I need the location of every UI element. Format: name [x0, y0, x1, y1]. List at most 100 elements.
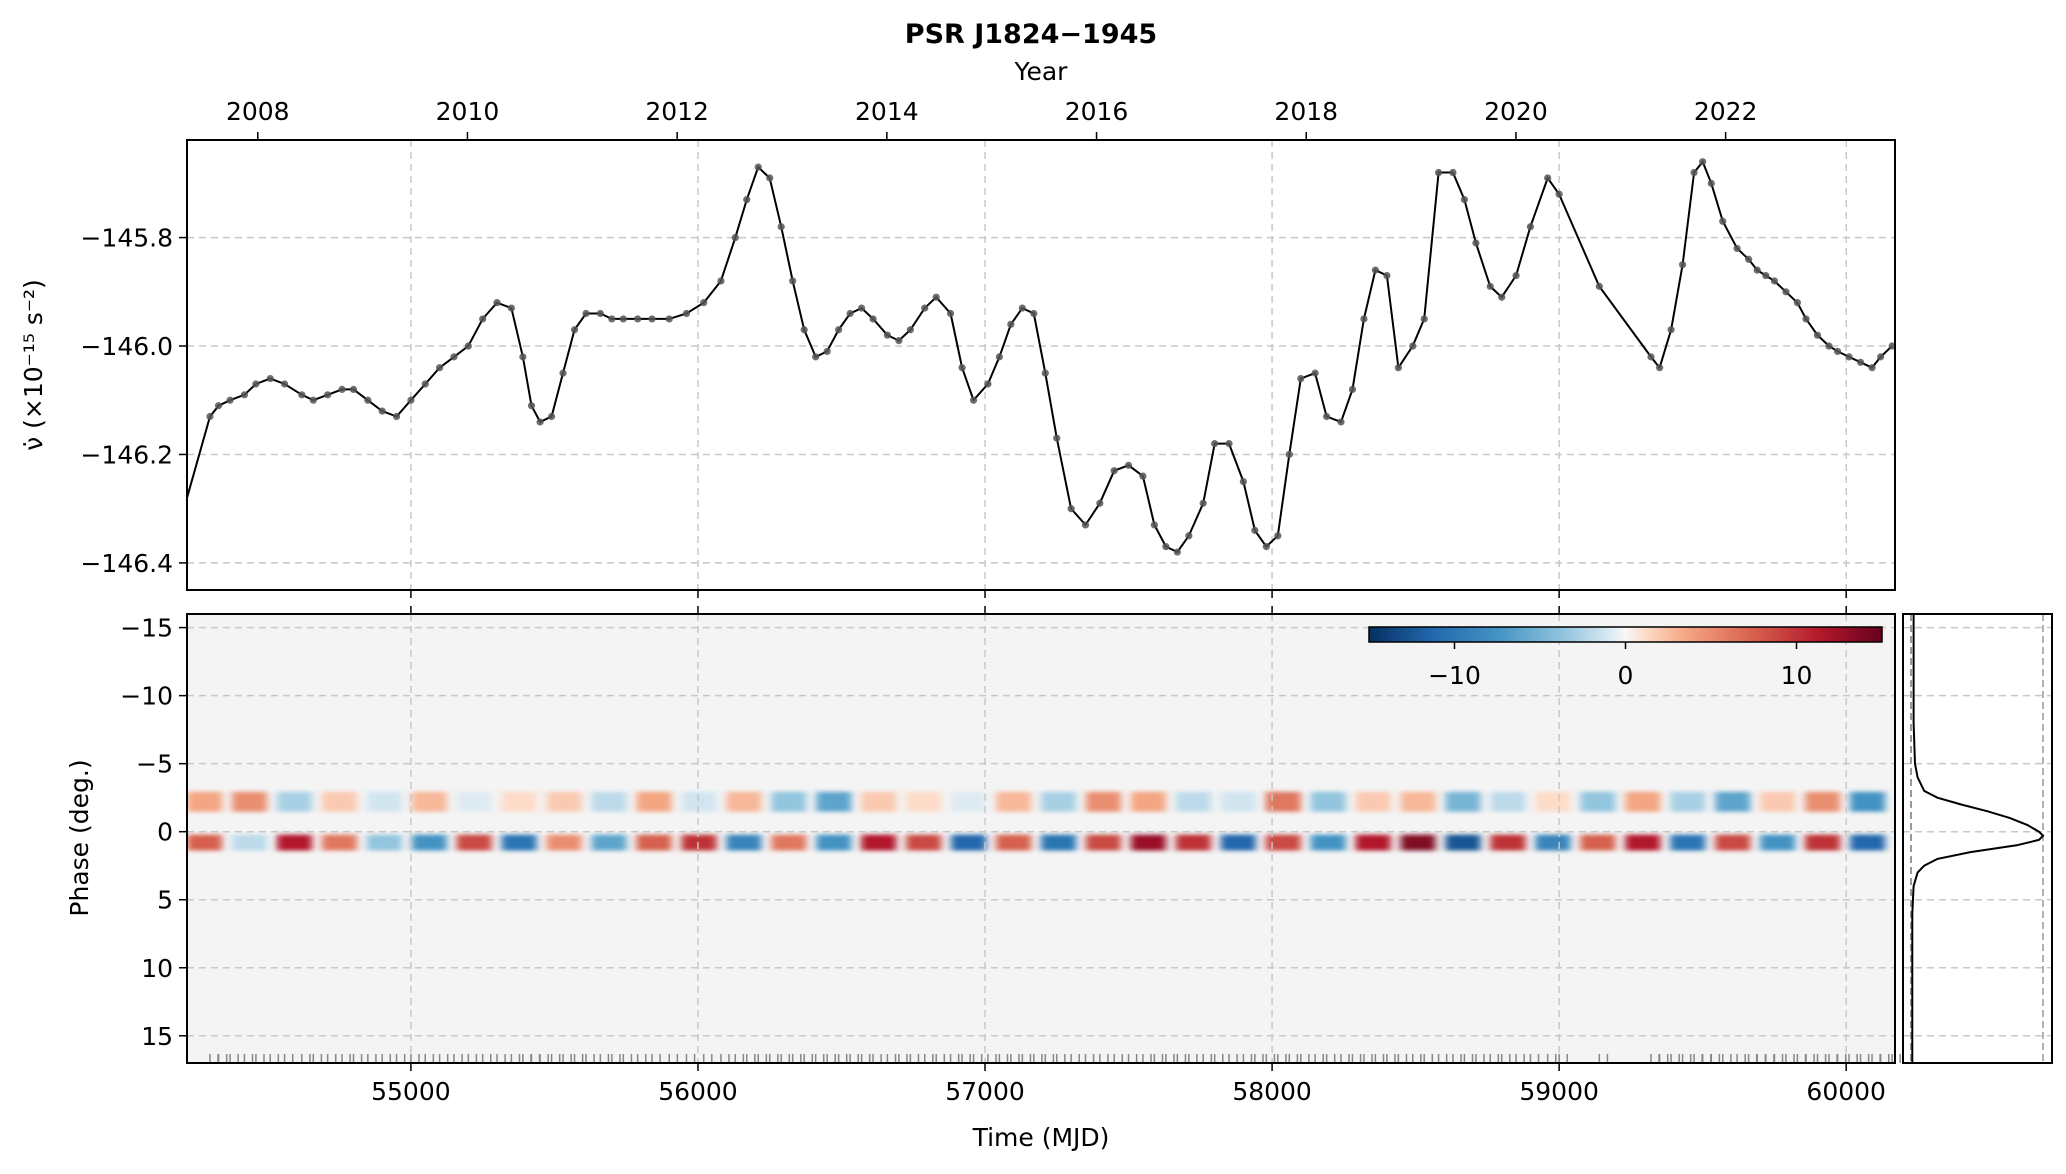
colorbar: −10 0 10	[1368, 626, 1883, 690]
spin-down-point	[392, 412, 401, 421]
spin-down-point	[214, 402, 223, 410]
heatmap-cell	[771, 791, 807, 812]
spin-down-point	[407, 396, 415, 404]
top-panel-y-ticks: −145.8 −146.0 −146.2 −146.4	[80, 224, 187, 578]
heatmap-cell	[816, 834, 852, 851]
colorbar-ticks: −10 0 10	[1428, 642, 1812, 690]
spin-down-point	[1041, 369, 1049, 377]
spin-down-point	[1856, 358, 1865, 366]
spin-down-point	[421, 380, 429, 388]
heatmap-cell	[1175, 791, 1211, 812]
spin-down-point	[378, 407, 386, 415]
spin-down-point	[1486, 282, 1494, 290]
heatmap-band	[187, 834, 1886, 851]
spin-down-point	[1753, 266, 1761, 274]
heatmap-cell	[411, 834, 447, 851]
spin-down-point	[1124, 461, 1133, 469]
year-tick-label: 2008	[226, 97, 290, 126]
spin-down-point	[946, 309, 955, 318]
spin-down-point	[754, 163, 762, 171]
spin-down-point	[1173, 548, 1181, 556]
heatmap-cell	[411, 791, 447, 812]
spin-down-point	[519, 353, 527, 361]
spin-down-point	[527, 402, 536, 410]
top-axis-label: Year	[1014, 57, 1069, 86]
heat-x-tick-label: 58000	[1232, 1077, 1312, 1106]
spin-down-point	[777, 223, 785, 231]
heatmap-cell	[321, 791, 357, 812]
heatmap-cell	[1310, 791, 1346, 812]
spin-down-point	[789, 277, 797, 285]
heatmap-cell	[1760, 834, 1796, 851]
heatmap-cell	[1355, 791, 1391, 812]
heatmap-cell	[1130, 834, 1166, 851]
spin-down-point	[869, 315, 877, 323]
spin-down-point	[717, 277, 725, 285]
spin-down-point	[1762, 271, 1770, 280]
spin-down-point	[1793, 299, 1801, 307]
spin-down-point	[857, 304, 866, 312]
spin-down-point	[1544, 174, 1552, 182]
heatmap-cell	[1805, 834, 1841, 851]
observation-rug	[209, 1054, 1901, 1063]
spin-down-point	[1110, 467, 1118, 475]
colorbar-tick-label: 0	[1618, 661, 1634, 690]
spin-down-point	[883, 331, 892, 339]
heatmap-cell	[1535, 834, 1571, 851]
spin-down-point	[634, 315, 642, 323]
heatmap-frame	[186, 613, 1896, 1064]
spin-down-point	[1007, 320, 1015, 328]
heatmap-cell	[1355, 834, 1391, 851]
spin-down-point	[547, 412, 556, 421]
spin-down-point	[252, 380, 260, 388]
spin-down-point	[507, 304, 515, 312]
heatmap-cell	[996, 834, 1032, 851]
heatmap-cell	[591, 834, 627, 851]
heatmap-cell	[681, 834, 717, 851]
spin-down-point	[596, 309, 604, 318]
spin-down-point	[536, 418, 544, 426]
heatmap-cell	[187, 791, 223, 812]
chart-title: PSR J1824−1945	[905, 19, 1157, 50]
spin-down-point	[1512, 271, 1520, 280]
heatmap-cell	[1085, 791, 1122, 812]
spin-down-point	[665, 315, 673, 323]
spin-down-point	[984, 380, 992, 388]
year-tick-label: 2016	[1065, 97, 1129, 126]
top-panel-y-label: ν̇ (×10⁻¹⁵ s⁻²)	[19, 279, 48, 451]
spin-down-point	[1262, 543, 1270, 551]
spin-down-point	[1595, 282, 1603, 290]
top-panel-frame	[186, 139, 1896, 591]
heat-y-tick-label: 5	[157, 886, 173, 915]
heatmap-cell	[1445, 834, 1481, 851]
heatmap-cell	[1625, 791, 1661, 812]
spin-down-point	[338, 385, 346, 393]
heatmap-cell	[1625, 834, 1661, 851]
spin-down-point	[1185, 532, 1193, 540]
heatmap-cell	[546, 834, 582, 851]
spin-down-point	[266, 374, 274, 383]
spin-down-point	[364, 396, 372, 404]
spin-down-point	[240, 391, 249, 399]
spin-down-point	[1678, 261, 1687, 269]
heatmap-cell	[1670, 834, 1706, 851]
heatmap-cell	[861, 834, 897, 851]
spin-down-point	[619, 315, 627, 323]
spin-down-point	[1782, 288, 1790, 296]
spin-down-point	[1707, 179, 1715, 187]
spin-down-point	[570, 326, 579, 334]
spin-down-point	[835, 326, 843, 334]
spin-down-point	[1498, 293, 1506, 301]
top-panel-axes	[410, 590, 1847, 598]
heatmap-cell	[906, 791, 942, 812]
heatmap-cell	[1805, 791, 1841, 812]
spin-down-point	[700, 299, 708, 307]
heatmap-cell	[1715, 834, 1751, 851]
spin-down-point	[1555, 190, 1563, 198]
heat-x-tick-label: 57000	[945, 1077, 1025, 1106]
spin-down-point	[648, 315, 656, 323]
spin-down-point	[1199, 499, 1207, 507]
heatmap-band	[187, 791, 1886, 812]
spin-down-point	[324, 391, 332, 399]
heatmap-cell	[1085, 834, 1122, 851]
